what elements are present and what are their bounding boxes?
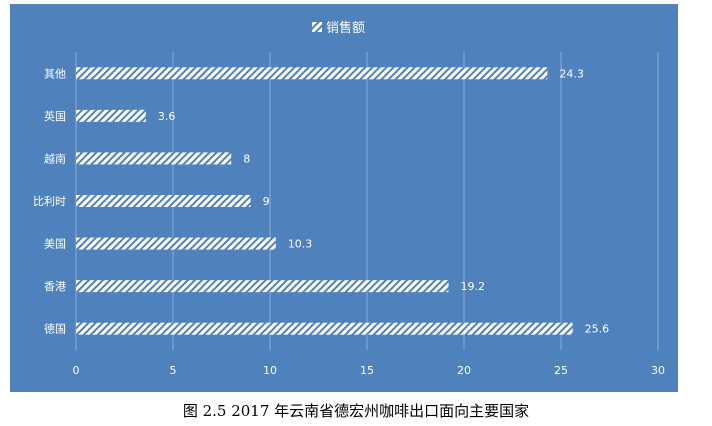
bar-3 <box>76 195 251 207</box>
x-tick-label: 20 <box>457 364 471 377</box>
x-tick-label: 30 <box>651 364 665 377</box>
bar-4 <box>76 237 276 250</box>
legend: 销售额 <box>312 20 365 36</box>
category-label: 香港 <box>44 280 66 293</box>
x-tick-label: 25 <box>554 364 568 377</box>
chart-panel: 24.3 3.6 8 9 10.3 19.2 25.6 其他英国越南比利时美国香港德国 0 5… <box>10 4 678 392</box>
x-tick-label: 15 <box>360 364 374 377</box>
legend-label: 销售额 <box>326 20 365 36</box>
category-label: 比利时 <box>33 195 66 208</box>
gridlines <box>75 52 659 350</box>
data-label: 25.6 <box>585 323 610 336</box>
data-label: 24.3 <box>559 67 584 80</box>
category-label: 英国 <box>44 109 66 123</box>
legend-swatch <box>312 22 322 32</box>
data-label: 9 <box>263 195 270 208</box>
bars <box>76 67 573 335</box>
bar-6 <box>76 322 573 335</box>
x-tick-label: 0 <box>73 364 80 377</box>
data-labels: 24.3 3.6 8 9 10.3 19.2 25.6 <box>158 67 609 335</box>
data-label: 3.6 <box>158 110 176 123</box>
category-label: 德国 <box>44 322 66 336</box>
figure-caption: 图 2.5 2017 年云南省德宏州咖啡出口面向主要国家 <box>182 402 530 420</box>
x-tick-label: 5 <box>170 364 177 377</box>
bar-2 <box>76 152 232 165</box>
x-axis-labels: 0 5 10 15 20 25 30 <box>73 364 666 377</box>
bar-5 <box>76 280 449 293</box>
bar-1 <box>76 109 146 122</box>
bar-0 <box>76 67 548 80</box>
x-tick-label: 10 <box>263 364 277 377</box>
data-label: 19.2 <box>460 280 485 293</box>
category-label: 越南 <box>44 151 66 165</box>
category-label: 美国 <box>44 238 66 251</box>
category-label: 其他 <box>44 67 66 80</box>
data-label: 10.3 <box>288 238 313 251</box>
data-label: 8 <box>243 152 250 165</box>
